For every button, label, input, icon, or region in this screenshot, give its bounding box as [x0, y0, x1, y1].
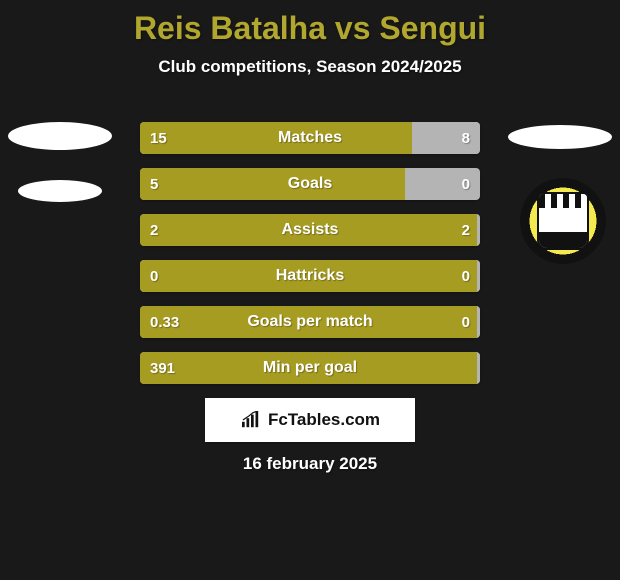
stat-bar-right-value: 0	[452, 260, 480, 292]
branding-badge: FcTables.com	[205, 398, 415, 442]
player-left-photo-placeholder-2	[18, 180, 102, 202]
player-right-photo-placeholder	[508, 125, 612, 149]
stat-bar-left-value: 391	[140, 352, 185, 384]
club-crest-right: FAFE	[520, 178, 606, 264]
stat-bar-label: Hattricks	[140, 260, 480, 292]
stat-bar: Goals5 0	[140, 168, 480, 200]
stat-bar-right-value: 8	[452, 122, 480, 154]
stat-bar-label: Assists	[140, 214, 480, 246]
stat-bar-label: Matches	[140, 122, 480, 154]
stat-bar: Min per goal391	[140, 352, 480, 384]
infographic-date: 16 february 2025	[0, 454, 620, 474]
stat-bar: Matches15 8	[140, 122, 480, 154]
stat-bar-left-value: 0	[140, 260, 168, 292]
stat-bar-left-value: 15	[140, 122, 177, 154]
stat-bar: Assists2 2	[140, 214, 480, 246]
player-left-photo-placeholder-1	[8, 122, 112, 150]
stat-bar: Goals per match0.33 0	[140, 306, 480, 338]
page-subtitle: Club competitions, Season 2024/2025	[0, 57, 620, 77]
infographic-root: Reis Batalha vs Sengui Club competitions…	[0, 0, 620, 580]
stat-bar: Hattricks0 0	[140, 260, 480, 292]
stat-bar-left-value: 2	[140, 214, 168, 246]
stat-bar-label: Goals per match	[140, 306, 480, 338]
stat-bar-label: Min per goal	[140, 352, 480, 384]
branding-text: FcTables.com	[268, 410, 380, 430]
stat-bar-label: Goals	[140, 168, 480, 200]
stat-bar-right-value: 0	[452, 168, 480, 200]
stat-bar-right-value: 0	[452, 306, 480, 338]
page-title: Reis Batalha vs Sengui	[0, 0, 620, 47]
stat-bars-container: Matches158Goals50Assists22Hattricks00Goa…	[140, 122, 480, 384]
stat-bar-right-value: 2	[452, 214, 480, 246]
stat-bar-left-value: 0.33	[140, 306, 189, 338]
club-crest-shield-icon: FAFE	[537, 192, 589, 250]
stat-bar-right-value	[460, 352, 480, 384]
club-crest-label: FAFE	[539, 239, 587, 248]
stat-bar-left-value: 5	[140, 168, 168, 200]
branding-chart-icon	[240, 411, 262, 429]
